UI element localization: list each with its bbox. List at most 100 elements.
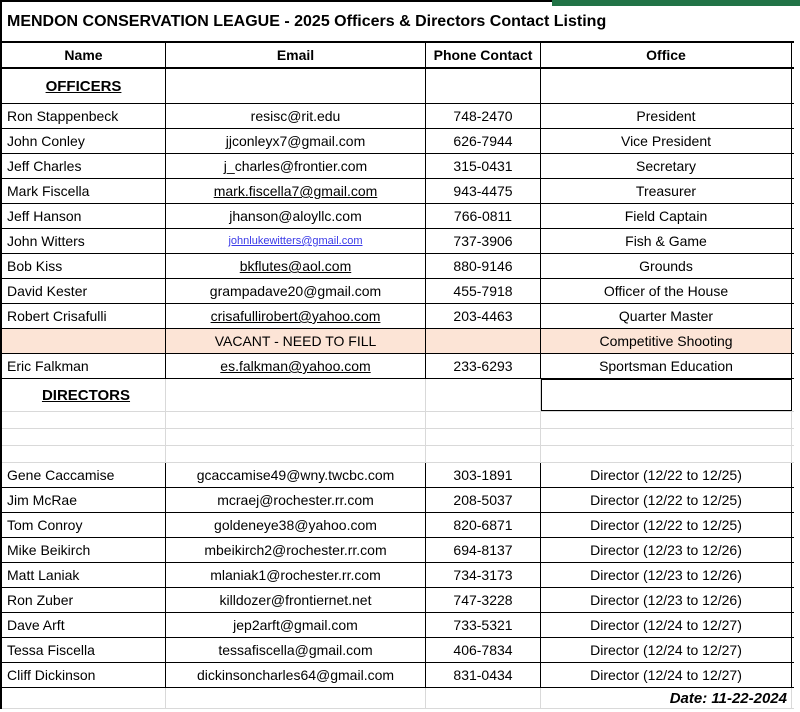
office-cell: Quarter Master bbox=[541, 304, 792, 328]
email-cell: goldeneye38@yahoo.com bbox=[166, 513, 426, 537]
office-cell: Competitive Shooting bbox=[541, 329, 792, 353]
phone-cell bbox=[426, 329, 541, 353]
date-row: Date: 11-22-2024 bbox=[2, 688, 794, 709]
email-cell: tessafiscella@gmail.com bbox=[166, 638, 426, 662]
table-row: Matt Laniak mlaniak1@rochester.rr.com 734-… bbox=[2, 563, 794, 588]
office-cell: Director (12/22 to 12/25) bbox=[541, 488, 792, 512]
name-cell: Matt Laniak bbox=[2, 563, 166, 587]
phone-cell: 747-3228 bbox=[426, 588, 541, 612]
empty-cell bbox=[166, 379, 426, 411]
column-header-email: Email bbox=[166, 43, 426, 67]
office-cell: Fish & Game bbox=[541, 229, 792, 253]
office-cell: Director (12/24 to 12/27) bbox=[541, 613, 792, 637]
empty-cell bbox=[426, 69, 541, 103]
office-cell: Field Captain bbox=[541, 204, 792, 228]
directors-rows: Gene Caccamise gcaccamise49@wny.twcbc.com… bbox=[2, 463, 794, 688]
phone-cell: 880-9146 bbox=[426, 254, 541, 278]
phone-cell: 233-6293 bbox=[426, 354, 541, 378]
name-cell: Tom Conroy bbox=[2, 513, 166, 537]
name-cell: Mike Beikirch bbox=[2, 538, 166, 562]
empty-cell bbox=[2, 688, 166, 708]
table-row: Jim McRae mcraej@rochester.rr.com 208-5037… bbox=[2, 488, 794, 513]
table-row: Tessa Fiscella tessafiscella@gmail.com 406… bbox=[2, 638, 794, 663]
empty-cell bbox=[166, 446, 426, 462]
email-hyperlink[interactable]: es.falkman@yahoo.com bbox=[166, 354, 426, 378]
email-hyperlink[interactable]: bkflutes@aol.com bbox=[166, 254, 426, 278]
email-cell: dickinsoncharles64@gmail.com bbox=[166, 663, 426, 687]
table-row: Eric Falkman es.falkman@yahoo.com 233-6293… bbox=[2, 354, 794, 379]
name-cell bbox=[2, 329, 166, 353]
column-header-phone: Phone Contact bbox=[426, 43, 541, 67]
empty-cell bbox=[2, 412, 166, 428]
name-cell: David Kester bbox=[2, 279, 166, 303]
empty-grid-row bbox=[2, 446, 794, 463]
empty-cell bbox=[166, 412, 426, 428]
empty-cell bbox=[426, 412, 541, 428]
email-hyperlink[interactable]: mark.fiscella7@gmail.com bbox=[166, 179, 426, 203]
office-cell: Director (12/23 to 12/26) bbox=[541, 588, 792, 612]
empty-cell bbox=[426, 429, 541, 445]
table-row: Jeff Charles j_charles@frontier.com 315-04… bbox=[2, 154, 794, 179]
email-cell: VACANT - NEED TO FILL bbox=[166, 329, 426, 353]
empty-cell bbox=[541, 446, 792, 462]
email-cell: killdozer@frontiernet.net bbox=[166, 588, 426, 612]
empty-cell bbox=[166, 688, 426, 708]
office-cell: Treasurer bbox=[541, 179, 792, 203]
phone-cell: 733-5321 bbox=[426, 613, 541, 637]
phone-cell: 626-7944 bbox=[426, 129, 541, 153]
email-hyperlink[interactable]: crisafullirobert@yahoo.com bbox=[166, 304, 426, 328]
table-row: Jeff Hanson jhanson@aloyllc.com 766-0811 Fi… bbox=[2, 204, 794, 229]
empty-cell bbox=[541, 69, 792, 103]
office-cell: Grounds bbox=[541, 254, 792, 278]
email-hyperlink[interactable]: johnlukewitters@gmail.com bbox=[166, 229, 426, 253]
office-cell: Director (12/22 to 12/25) bbox=[541, 513, 792, 537]
phone-cell: 820-6871 bbox=[426, 513, 541, 537]
table-row: Mike Beikirch mbeikirch2@rochester.rr.com… bbox=[2, 538, 794, 563]
officers-rows: Ron Stappenbeck resisc@rit.edu 748-2470 Pre… bbox=[2, 104, 794, 379]
office-cell: Director (12/24 to 12/27) bbox=[541, 663, 792, 687]
empty-cell bbox=[426, 446, 541, 462]
empty-cell bbox=[2, 429, 166, 445]
name-cell: Jeff Hanson bbox=[2, 204, 166, 228]
empty-cell bbox=[166, 69, 426, 103]
name-cell: Jim McRae bbox=[2, 488, 166, 512]
name-cell: Bob Kiss bbox=[2, 254, 166, 278]
empty-cell bbox=[166, 429, 426, 445]
empty-cell bbox=[426, 379, 541, 411]
page-title: MENDON CONSERVATION LEAGUE - 2025 Office… bbox=[7, 12, 607, 30]
directors-section-label: DIRECTORS bbox=[2, 379, 166, 411]
name-cell: Jeff Charles bbox=[2, 154, 166, 178]
table-row: John Witters johnlukewitters@gmail.com 737… bbox=[2, 229, 794, 254]
email-cell: jep2arft@gmail.com bbox=[166, 613, 426, 637]
column-header-row: Name Email Phone Contact Office bbox=[2, 43, 794, 69]
phone-cell: 943-4475 bbox=[426, 179, 541, 203]
table-row: Dave Arft jep2arft@gmail.com 733-5321 Direc… bbox=[2, 613, 794, 638]
phone-cell: 694-8137 bbox=[426, 538, 541, 562]
email-cell: resisc@rit.edu bbox=[166, 104, 426, 128]
email-cell: jjconleyx7@gmail.com bbox=[166, 129, 426, 153]
phone-cell: 203-4463 bbox=[426, 304, 541, 328]
name-cell: John Witters bbox=[2, 229, 166, 253]
email-cell: j_charles@frontier.com bbox=[166, 154, 426, 178]
phone-cell: 303-1891 bbox=[426, 463, 541, 487]
name-cell: Robert Crisafulli bbox=[2, 304, 166, 328]
phone-cell: 406-7834 bbox=[426, 638, 541, 662]
office-cell: Vice President bbox=[541, 129, 792, 153]
phone-cell: 734-3173 bbox=[426, 563, 541, 587]
empty-cell bbox=[2, 446, 166, 462]
name-cell: Cliff Dickinson bbox=[2, 663, 166, 687]
phone-cell: 737-3906 bbox=[426, 229, 541, 253]
email-cell: grampadave20@gmail.com bbox=[166, 279, 426, 303]
column-header-office: Office bbox=[541, 43, 792, 67]
vacant-row: VACANT - NEED TO FILL Competitive Shootin… bbox=[2, 329, 794, 354]
name-cell: Dave Arft bbox=[2, 613, 166, 637]
table-row: Cliff Dickinson dickinsoncharles64@gmail.… bbox=[2, 663, 794, 688]
office-cell: President bbox=[541, 104, 792, 128]
empty-grid-row bbox=[2, 429, 794, 446]
empty-cell bbox=[541, 429, 792, 445]
email-cell: mlaniak1@rochester.rr.com bbox=[166, 563, 426, 587]
phone-cell: 315-0431 bbox=[426, 154, 541, 178]
email-cell: mbeikirch2@rochester.rr.com bbox=[166, 538, 426, 562]
